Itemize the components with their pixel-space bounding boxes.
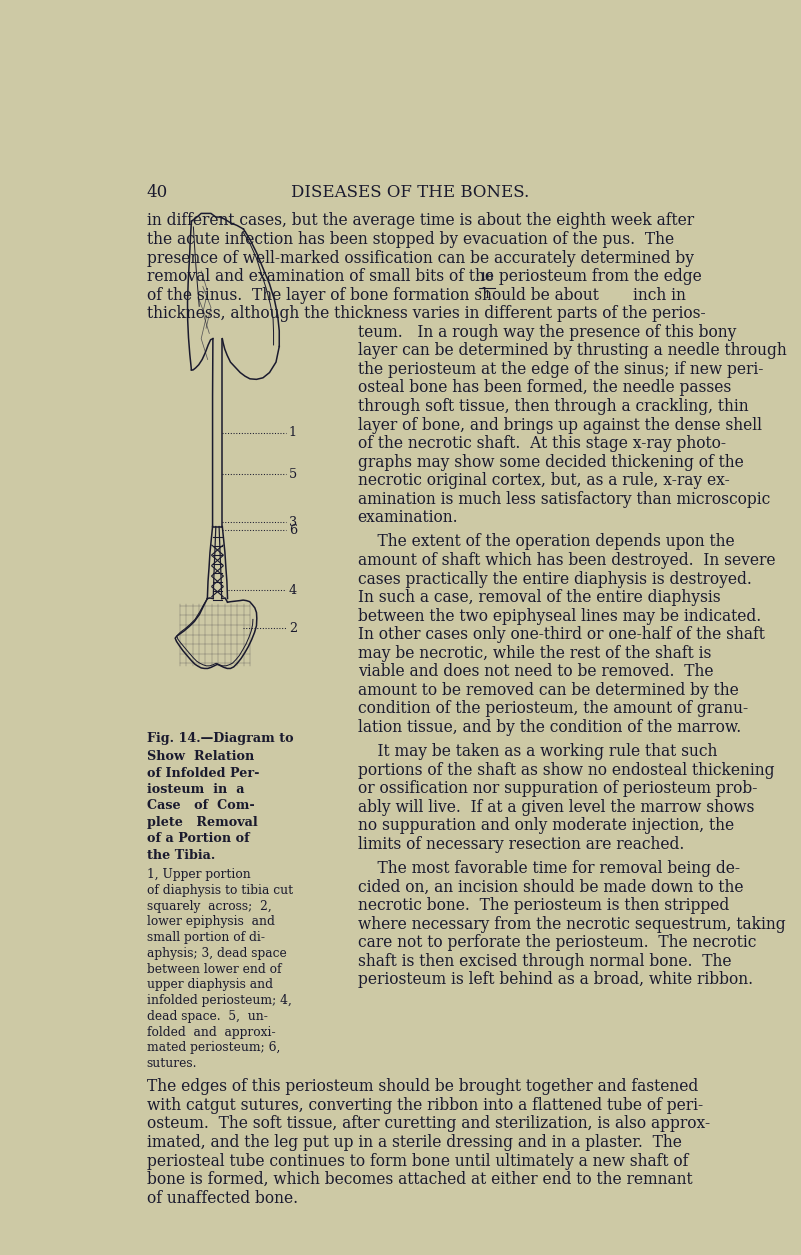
Text: of Infolded Per-: of Infolded Per-	[147, 767, 260, 779]
Text: amount to be removed can be determined by the: amount to be removed can be determined b…	[358, 681, 739, 699]
Text: with catgut sutures, converting the ribbon into a flattened tube of peri-: with catgut sutures, converting the ribb…	[147, 1097, 702, 1114]
Text: portions of the shaft as show no endosteal thickening: portions of the shaft as show no endoste…	[358, 762, 775, 778]
Text: The extent of the operation depends upon the: The extent of the operation depends upon…	[358, 533, 735, 551]
Text: DISEASES OF THE BONES.: DISEASES OF THE BONES.	[292, 184, 529, 201]
Text: 5: 5	[289, 468, 297, 481]
Text: removal and examination of small bits of the periosteum from the edge: removal and examination of small bits of…	[147, 269, 702, 285]
Text: 3: 3	[289, 516, 297, 528]
Text: ably will live.  If at a given level the marrow shows: ably will live. If at a given level the …	[358, 798, 754, 816]
Text: periosteum is left behind as a broad, white ribbon.: periosteum is left behind as a broad, wh…	[358, 971, 753, 988]
Text: of unaffected bone.: of unaffected bone.	[147, 1190, 298, 1206]
Text: mated periosteum; 6,: mated periosteum; 6,	[147, 1042, 280, 1054]
Text: may be necrotic, while the rest of the shaft is: may be necrotic, while the rest of the s…	[358, 645, 711, 661]
Text: Fig. 14.—Diagram to: Fig. 14.—Diagram to	[147, 733, 293, 745]
Text: in different cases, but the average time is about the eighth week after: in different cases, but the average time…	[147, 212, 694, 230]
Text: squarely  across;  2,: squarely across; 2,	[147, 900, 272, 912]
Text: osteal bone has been formed, the needle passes: osteal bone has been formed, the needle …	[358, 379, 731, 397]
Text: folded  and  approxi-: folded and approxi-	[147, 1025, 276, 1039]
Text: 40: 40	[147, 184, 168, 201]
Text: of the sinus.  The layer of bone formation should be about       inch in: of the sinus. The layer of bone formatio…	[147, 286, 686, 304]
Text: the acute infection has been stopped by evacuation of the pus.  The: the acute infection has been stopped by …	[147, 231, 674, 248]
Text: 16: 16	[480, 272, 494, 282]
Text: the periosteum at the edge of the sinus; if new peri-: the periosteum at the edge of the sinus;…	[358, 361, 763, 378]
Text: Show  Relation: Show Relation	[147, 750, 254, 763]
Text: between lower end of: between lower end of	[147, 963, 281, 975]
Text: condition of the periosteum, the amount of granu-: condition of the periosteum, the amount …	[358, 700, 748, 718]
Text: no suppuration and only moderate injection, the: no suppuration and only moderate injecti…	[358, 817, 734, 835]
Text: small portion of di-: small portion of di-	[147, 931, 264, 944]
Text: dead space.  5,  un-: dead space. 5, un-	[147, 1010, 268, 1023]
Text: layer of bone, and brings up against the dense shell: layer of bone, and brings up against the…	[358, 417, 762, 433]
Text: thickness, although the thickness varies in different parts of the perios-: thickness, although the thickness varies…	[147, 305, 706, 323]
Text: amination is much less satisfactory than microscopic: amination is much less satisfactory than…	[358, 491, 770, 508]
Text: of a Portion of: of a Portion of	[147, 832, 249, 845]
Text: limits of necessary resection are reached.: limits of necessary resection are reache…	[358, 836, 684, 853]
Text: of diaphysis to tibia cut: of diaphysis to tibia cut	[147, 884, 293, 897]
Text: or ossification nor suppuration of periosteum prob-: or ossification nor suppuration of perio…	[358, 781, 757, 797]
Text: 1, Upper portion: 1, Upper portion	[147, 868, 251, 881]
Text: osteum.  The soft tissue, after curetting and sterilization, is also approx-: osteum. The soft tissue, after curetting…	[147, 1116, 710, 1132]
Text: 2: 2	[289, 621, 297, 635]
Text: teum.   In a rough way the presence of this bony: teum. In a rough way the presence of thi…	[358, 324, 736, 341]
Text: bone is formed, which becomes attached at either end to the remnant: bone is formed, which becomes attached a…	[147, 1171, 692, 1188]
Text: lower epiphysis  and: lower epiphysis and	[147, 915, 275, 929]
Text: the Tibia.: the Tibia.	[147, 848, 215, 861]
Text: where necessary from the necrotic sequestrum, taking: where necessary from the necrotic seques…	[358, 916, 785, 932]
Text: graphs may show some decided thickening of the: graphs may show some decided thickening …	[358, 453, 743, 471]
Text: of the necrotic shaft.  At this stage x-ray photo-: of the necrotic shaft. At this stage x-r…	[358, 435, 726, 452]
Text: lation tissue, and by the condition of the marrow.: lation tissue, and by the condition of t…	[358, 719, 741, 735]
Text: viable and does not need to be removed.  The: viable and does not need to be removed. …	[358, 664, 713, 680]
Text: infolded periosteum; 4,: infolded periosteum; 4,	[147, 994, 292, 1007]
Text: sutures.: sutures.	[147, 1057, 197, 1071]
Text: necrotic bone.  The periosteum is then stripped: necrotic bone. The periosteum is then st…	[358, 897, 729, 914]
Text: aphysis; 3, dead space: aphysis; 3, dead space	[147, 948, 287, 960]
Text: 4: 4	[289, 584, 297, 596]
Text: upper diaphysis and: upper diaphysis and	[147, 979, 272, 991]
Text: shaft is then excised through normal bone.  The: shaft is then excised through normal bon…	[358, 953, 731, 970]
Text: periosteal tube continues to form bone until ultimately a new shaft of: periosteal tube continues to form bone u…	[147, 1152, 688, 1170]
Text: 1: 1	[483, 290, 490, 300]
Text: presence of well-marked ossification can be accurately determined by: presence of well-marked ossification can…	[147, 250, 694, 266]
Text: layer can be determined by thrusting a needle through: layer can be determined by thrusting a n…	[358, 343, 787, 359]
Text: 6: 6	[289, 523, 297, 537]
Text: plete   Removal: plete Removal	[147, 816, 257, 828]
Text: 1: 1	[289, 427, 297, 439]
Text: cases practically the entire diaphysis is destroyed.: cases practically the entire diaphysis i…	[358, 571, 751, 587]
Text: In such a case, removal of the entire diaphysis: In such a case, removal of the entire di…	[358, 589, 720, 606]
Text: iosteum  in  a: iosteum in a	[147, 783, 244, 796]
Text: amount of shaft which has been destroyed.  In severe: amount of shaft which has been destroyed…	[358, 552, 775, 569]
Text: examination.: examination.	[358, 510, 458, 526]
Text: necrotic original cortex, but, as a rule, x-ray ex-: necrotic original cortex, but, as a rule…	[358, 472, 730, 489]
Text: Case   of  Com-: Case of Com-	[147, 799, 255, 812]
Text: imated, and the leg put up in a sterile dressing and in a plaster.  The: imated, and the leg put up in a sterile …	[147, 1135, 682, 1151]
Text: It may be taken as a working rule that such: It may be taken as a working rule that s…	[358, 743, 717, 761]
Text: cided on, an incision should be made down to the: cided on, an incision should be made dow…	[358, 878, 743, 896]
Text: care not to perforate the periosteum.  The necrotic: care not to perforate the periosteum. Th…	[358, 934, 756, 951]
Text: The most favorable time for removal being de-: The most favorable time for removal bein…	[358, 860, 740, 877]
Text: through soft tissue, then through a crackling, thin: through soft tissue, then through a crac…	[358, 398, 748, 415]
Text: In other cases only one-third or one-half of the shaft: In other cases only one-third or one-hal…	[358, 626, 765, 644]
Text: between the two epiphyseal lines may be indicated.: between the two epiphyseal lines may be …	[358, 607, 761, 625]
Text: The edges of this periosteum should be brought together and fastened: The edges of this periosteum should be b…	[147, 1078, 698, 1096]
